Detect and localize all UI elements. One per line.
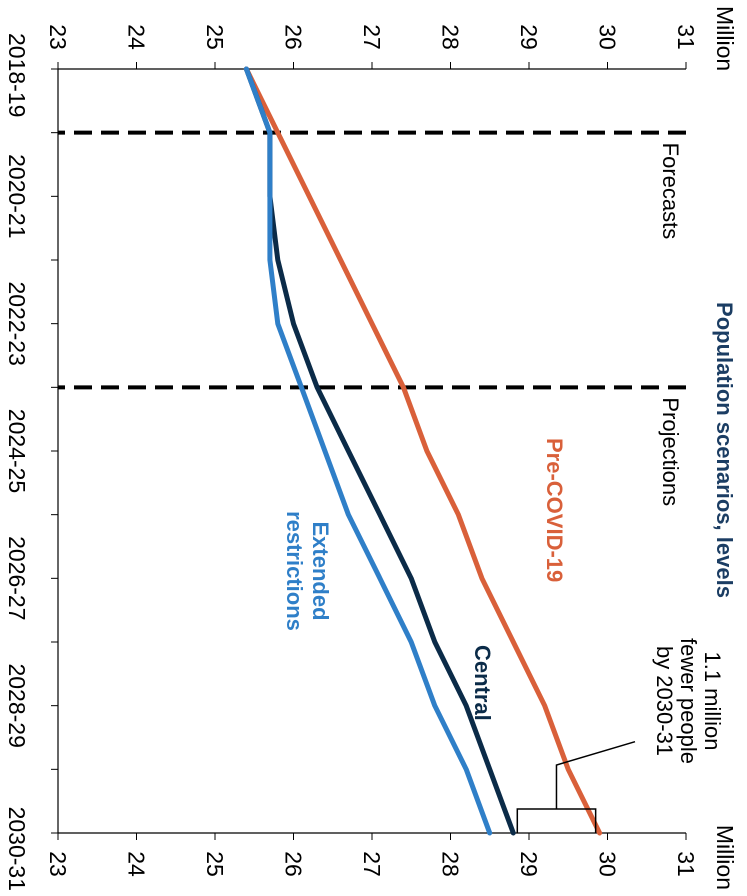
gap-annotation-text-line: 1.1 million — [700, 651, 725, 750]
gap-bracket — [516, 808, 597, 833]
x-tick-label: 2026-27 — [4, 536, 30, 620]
series-label-extended-line2: restrictions — [282, 511, 307, 631]
series-label-central: Central — [470, 645, 495, 721]
y-tick-label-right: 25 — [202, 851, 228, 877]
y-tick-label-left: 31 — [673, 24, 699, 50]
y-tick-label-left: 23 — [45, 24, 71, 50]
period-label: Forecasts — [658, 143, 683, 240]
y-axis-unit-right: Million — [712, 825, 738, 890]
x-tick-label: 2024-25 — [4, 409, 30, 493]
y-tick-label-right: 23 — [45, 851, 71, 877]
y-tick-label-left: 24 — [124, 24, 150, 50]
y-tick-label-right: 27 — [359, 851, 385, 877]
series-lines — [243, 66, 603, 836]
y-tick-label-right: 28 — [438, 851, 464, 877]
gap-leader-line — [555, 740, 636, 809]
period-label: Projections — [658, 397, 683, 506]
series-line — [243, 66, 493, 836]
x-tick-label: 2018-19 — [4, 33, 30, 117]
series-label-pre-covid: Pre-COVID-19 — [542, 438, 567, 582]
axes: 23 23 24 24 25 25 26 26 27 27 28 28 29 29 30 30 31 31 2018… — [4, 24, 699, 891]
x-tick-label: 2028-29 — [4, 663, 30, 747]
y-tick-label-left: 30 — [595, 24, 621, 50]
gap-annotation-text-line: by 2030-31 — [652, 646, 677, 756]
y-tick-label-left: 25 — [202, 24, 228, 50]
y-tick-label-left: 26 — [281, 24, 307, 50]
x-tick-label: 2030-31 — [4, 807, 30, 891]
period-dividers: Forecasts Projections — [58, 130, 686, 506]
y-tick-label-right: 29 — [516, 851, 542, 877]
chart-title: Population scenarios, levels — [712, 302, 737, 598]
y-tick-label-right: 31 — [673, 851, 699, 877]
y-tick-label-right: 30 — [595, 851, 621, 877]
y-tick-label-left: 29 — [516, 24, 542, 50]
series-line — [243, 66, 603, 836]
y-axis-unit-left: Million — [712, 6, 738, 71]
y-tick-label-left: 27 — [359, 24, 385, 50]
series-label-extended-line1: Extended — [308, 521, 333, 620]
gap-annotation-text-line: fewer people — [676, 638, 701, 764]
y-tick-label-left: 28 — [438, 24, 464, 50]
y-tick-label-right: 26 — [281, 851, 307, 877]
y-tick-label-right: 24 — [124, 851, 150, 877]
x-tick-label: 2020-21 — [4, 154, 30, 238]
x-tick-label: 2022-23 — [4, 281, 30, 365]
